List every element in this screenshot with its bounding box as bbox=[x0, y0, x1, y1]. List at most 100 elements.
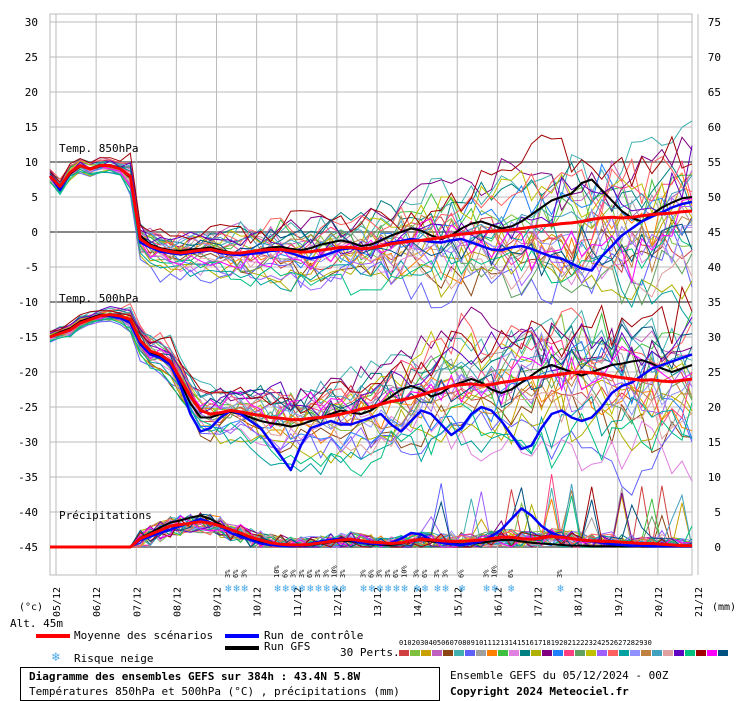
right-tick-label: 65 bbox=[708, 86, 721, 99]
snow-icon: ❄ bbox=[323, 582, 330, 595]
left-tick-label: -5 bbox=[25, 261, 38, 274]
legend-control-swatch bbox=[225, 634, 259, 638]
t500-panel-label: Temp. 500hPa bbox=[59, 292, 138, 305]
date-tick-label: 17/12 bbox=[534, 587, 545, 617]
right-tick-label: 50 bbox=[708, 191, 721, 204]
pert-color-cell bbox=[597, 650, 607, 656]
snow-risk-pct: 6% bbox=[281, 569, 289, 578]
snow-icon: ❄ bbox=[434, 582, 441, 595]
right-tick-label: 25 bbox=[708, 366, 721, 379]
chart-grid bbox=[49, 13, 699, 576]
control-t500-line bbox=[49, 314, 693, 472]
pert-color-cell bbox=[608, 650, 618, 656]
pert-color-cell bbox=[674, 650, 684, 656]
perturbation-count-label: 30 Perts. bbox=[340, 646, 400, 659]
pert-color-cell bbox=[696, 650, 706, 656]
snow-risk-pct: 6% bbox=[507, 569, 515, 578]
right-tick-label: 10 bbox=[708, 471, 721, 484]
pert-t850-line bbox=[49, 171, 693, 309]
main-series bbox=[48, 163, 693, 549]
pert-t500-line bbox=[49, 320, 693, 496]
left-tick-label: -45 bbox=[18, 541, 38, 554]
pert-color-cell bbox=[399, 650, 409, 656]
snow-icon: ❄ bbox=[508, 582, 515, 595]
snow-icon: ❄ bbox=[414, 582, 421, 595]
snow-risk-pct: 3% bbox=[298, 569, 306, 578]
snow-risk-pct: 3% bbox=[322, 569, 330, 578]
snow-icon: ❄ bbox=[282, 582, 289, 595]
left-tick-label: 30 bbox=[25, 16, 38, 29]
snow-icon: ❄ bbox=[274, 582, 281, 595]
pert-color-cell bbox=[476, 650, 486, 656]
right-unit-label: (mm) bbox=[712, 602, 736, 613]
left-unit-label: (°c) bbox=[19, 602, 43, 613]
left-tick-label: 20 bbox=[25, 86, 38, 99]
pert-color-cell bbox=[443, 650, 453, 656]
legend-mean-swatch bbox=[36, 634, 70, 638]
chart-title: Diagramme des ensembles GEFS sur 384h : … bbox=[29, 670, 361, 683]
right-tick-label: 5 bbox=[714, 506, 721, 519]
snow-icon: ❄ bbox=[225, 582, 232, 595]
legend-control-label: Run de contrôle bbox=[264, 629, 364, 642]
precip-panel-label: Précipitations bbox=[59, 509, 152, 522]
snow-icon: ❄ bbox=[241, 582, 248, 595]
pert-precip-line bbox=[50, 487, 693, 548]
date-tick-label: 12/12 bbox=[333, 587, 344, 617]
left-tick-label: 25 bbox=[25, 51, 38, 64]
left-tick-label: -40 bbox=[18, 506, 38, 519]
run-info: Ensemble GEFS du 05/12/2024 - 00Z bbox=[450, 669, 669, 682]
pert-t500-line bbox=[49, 313, 693, 450]
pert-color-cell bbox=[531, 650, 541, 656]
left-tick-label: -25 bbox=[18, 401, 38, 414]
pert-color-cell bbox=[619, 650, 629, 656]
pert-t850-line bbox=[49, 166, 693, 284]
snow-icon: ❄ bbox=[557, 582, 564, 595]
snow-icon: ❄ bbox=[360, 582, 367, 595]
date-tick-label: 21/12 bbox=[694, 587, 705, 617]
pert-color-cell bbox=[641, 650, 651, 656]
right-tick-label: 0 bbox=[714, 541, 721, 554]
pert-t500-line bbox=[49, 315, 693, 426]
date-tick-label: 18/12 bbox=[574, 587, 585, 617]
pert-color-cell bbox=[487, 650, 497, 656]
right-tick-label: 55 bbox=[708, 156, 721, 169]
pert-color-cell bbox=[553, 650, 563, 656]
date-tick-label: 13/12 bbox=[373, 587, 384, 617]
date-tick-label: 14/12 bbox=[413, 587, 424, 617]
snow-icon: ❄ bbox=[422, 582, 429, 595]
pert-t500-line bbox=[49, 306, 693, 412]
snow-risk-pct: 3% bbox=[433, 569, 441, 578]
pert-t500-line bbox=[49, 310, 693, 426]
snow-icon: ❄ bbox=[369, 582, 376, 595]
snow-icon: ❄ bbox=[299, 582, 306, 595]
date-tick-label: 05/12 bbox=[52, 587, 63, 617]
pert-color-cell bbox=[410, 650, 420, 656]
pert-color-cell bbox=[575, 650, 585, 656]
pert-t850-line bbox=[49, 145, 693, 260]
snow-risk-pct: 10% bbox=[491, 565, 499, 578]
pert-t500-line bbox=[49, 318, 693, 464]
snow-risk-pct: 10% bbox=[273, 565, 281, 578]
date-tick-label: 15/12 bbox=[453, 587, 464, 617]
right-tick-label: 45 bbox=[708, 226, 721, 239]
snow-risk-pct: 6% bbox=[232, 569, 240, 578]
pert-t500-line bbox=[49, 315, 693, 482]
pert-t850-line bbox=[49, 164, 693, 285]
date-tick-label: 06/12 bbox=[92, 587, 103, 617]
legend-gfs-label: Run GFS bbox=[264, 640, 311, 653]
pert-color-cell bbox=[586, 650, 596, 656]
left-tick-label: 10 bbox=[25, 156, 38, 169]
legend-snow-label: Risque neige bbox=[74, 652, 154, 665]
snow-icon: ❄ bbox=[401, 582, 408, 595]
date-tick-label: 07/12 bbox=[132, 587, 143, 617]
snow-risk-pct: 6% bbox=[458, 569, 466, 578]
pert-color-cell bbox=[652, 650, 662, 656]
pert-color-cell bbox=[498, 650, 508, 656]
perturbation-color-key bbox=[399, 650, 729, 656]
t850-panel-label: Temp. 850hPa bbox=[59, 142, 138, 155]
chart-subtitle: Températures 850hPa et 500hPa (°C) , pré… bbox=[29, 685, 400, 698]
snow-risk-pct: 6% bbox=[392, 569, 400, 578]
title-box: Diagramme des ensembles GEFS sur 384h : … bbox=[20, 667, 440, 701]
